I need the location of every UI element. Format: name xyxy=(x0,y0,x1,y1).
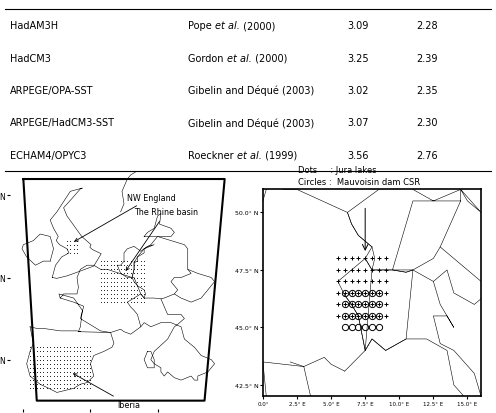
Text: ARPEGE/HadCM3-SST: ARPEGE/HadCM3-SST xyxy=(10,118,115,128)
Text: 3.09: 3.09 xyxy=(347,21,369,31)
Text: 3.02: 3.02 xyxy=(347,86,369,96)
Text: Iberia: Iberia xyxy=(73,374,140,409)
Text: Gibelin and Déqué (2003): Gibelin and Déqué (2003) xyxy=(188,118,315,128)
Text: 2.39: 2.39 xyxy=(417,54,438,64)
Text: Roeckner: Roeckner xyxy=(188,150,237,160)
Text: Circles :  Mauvoisin dam CSR: Circles : Mauvoisin dam CSR xyxy=(298,178,420,187)
Text: 2.28: 2.28 xyxy=(417,21,438,31)
Text: 3.07: 3.07 xyxy=(347,118,369,128)
Text: 2.76: 2.76 xyxy=(417,150,438,160)
Text: HadAM3H: HadAM3H xyxy=(10,21,58,31)
Text: Pope: Pope xyxy=(188,21,215,31)
Text: Gibelin and Déqué (2003): Gibelin and Déqué (2003) xyxy=(188,85,315,96)
Text: (2000): (2000) xyxy=(240,21,276,31)
Text: NW England: NW England xyxy=(75,193,176,242)
Text: et al.: et al. xyxy=(237,150,262,160)
Text: 2.35: 2.35 xyxy=(417,86,438,96)
Text: The Rhine basin: The Rhine basin xyxy=(126,208,198,271)
Text: 2.30: 2.30 xyxy=(417,118,438,128)
Text: 3.25: 3.25 xyxy=(347,54,369,64)
Text: Gordon: Gordon xyxy=(188,54,227,64)
Text: Dots     : Jura lakes: Dots : Jura lakes xyxy=(298,165,376,174)
Text: ECHAM4/OPYC3: ECHAM4/OPYC3 xyxy=(10,150,86,160)
Text: HadCM3: HadCM3 xyxy=(10,54,51,64)
Text: 3.56: 3.56 xyxy=(347,150,369,160)
Text: et al.: et al. xyxy=(227,54,252,64)
Text: (2000): (2000) xyxy=(252,54,287,64)
Text: (1999): (1999) xyxy=(262,150,298,160)
Text: et al.: et al. xyxy=(215,21,240,31)
Text: ARPEGE/OPA-SST: ARPEGE/OPA-SST xyxy=(10,86,93,96)
